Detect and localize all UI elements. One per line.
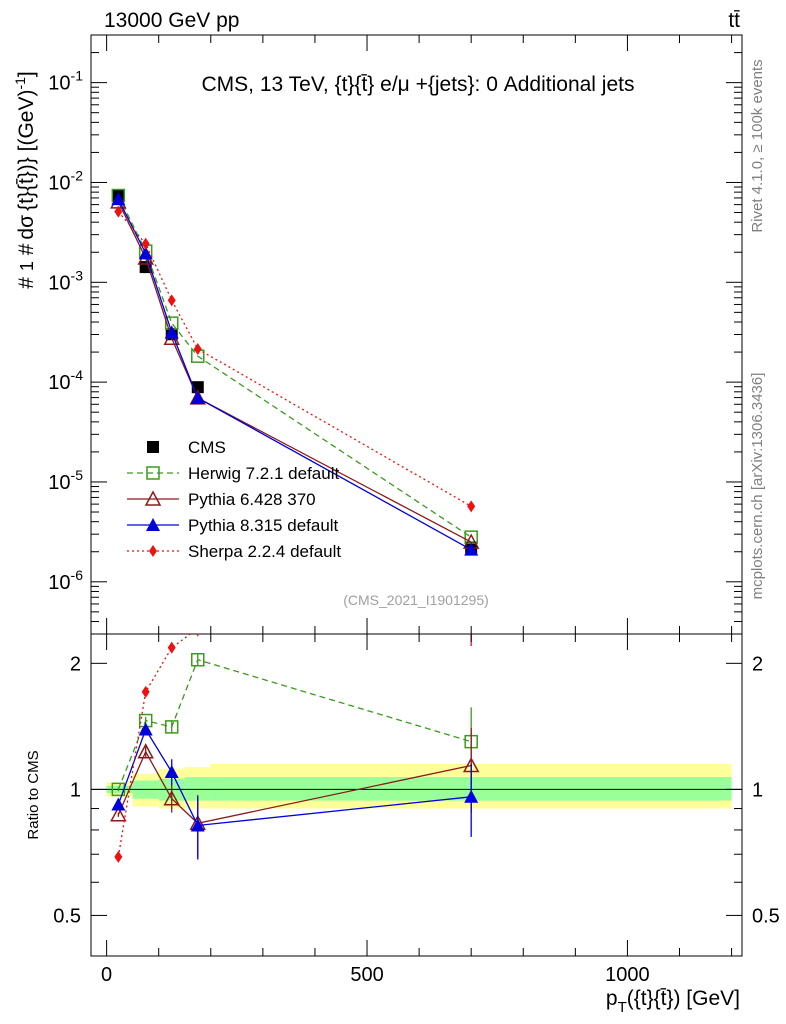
ratio-y-tick-label: 0.5	[53, 905, 81, 927]
point-pythia8	[111, 192, 126, 206]
chart-title: CMS, 13 TeV, {t}{t̄} e/μ +{jets}: 0 Addi…	[202, 73, 635, 96]
point-pythia8	[190, 390, 205, 404]
main-y-tick-label: 10-6	[48, 567, 83, 594]
legend-label-pythia6: Pythia 6.428 370	[188, 490, 316, 509]
ratio-point-pythia6	[137, 743, 154, 759]
ratio-series-sherpa	[114, 610, 475, 863]
svg-text:#1 #dσ{t}{t̄})} [(GeV)-1]: #1 #dσ{t}{t̄})} [(GeV)-1]	[12, 71, 38, 289]
uncertainty-band-inner	[184, 777, 211, 801]
ratio-point-pythia6	[163, 790, 180, 806]
ratio-x-axis: 0 500 1000	[101, 634, 733, 986]
point-pythia8	[164, 325, 179, 339]
analysis-tag: (CMS_2021_I1901295)	[343, 592, 489, 608]
ratio-point-herwig	[164, 720, 179, 734]
ratio-y-tick-label-right: 1	[752, 779, 763, 801]
legend-label-cms: CMS	[188, 438, 226, 457]
legend-label-pythia8: Pythia 8.315 default	[188, 516, 339, 535]
point-sherpa	[193, 342, 202, 355]
ratio-y-tick-label: 2	[70, 653, 81, 675]
legend: CMS Herwig 7.2.1 default Pythia 6.428 370 P…	[127, 438, 341, 561]
ratio-y-axis: 0.5 0.5 1 1 2 2	[53, 653, 780, 927]
legend-item-cms: CMS	[147, 438, 226, 457]
ratio-point-pythia6	[110, 806, 127, 822]
x-tick-label: 1000	[605, 964, 650, 986]
ratio-point-pythia8	[111, 797, 126, 811]
ratio-panel: 0.5 0.5 1 1 2 2 0 500 1000 Ratio to CMS	[25, 610, 780, 986]
legend-marker-cms	[147, 441, 159, 453]
point-sherpa	[114, 205, 123, 218]
legend-item-pythia6: Pythia 6.428 370	[127, 490, 316, 509]
ratio-point-pythia8	[190, 818, 205, 832]
ratio-y-tick-label-right: 0.5	[752, 905, 780, 927]
main-y-tick-label: 10-4	[48, 367, 83, 394]
ratio-point-sherpa	[141, 685, 150, 698]
legend-label-sherpa: Sherpa 2.2.4 default	[188, 542, 341, 561]
x-tick-label: 500	[350, 964, 383, 986]
legend-marker-herwig	[146, 466, 160, 480]
header-right: tt̄	[728, 9, 740, 32]
ratio-line-sherpa	[117, 634, 192, 857]
legend-marker-pythia6	[144, 490, 162, 506]
legend-label-herwig: Herwig 7.2.1 default	[188, 464, 339, 483]
main-plot-area	[110, 188, 480, 556]
x-axis-label: pT({t}{t̄}) [GeV]	[606, 987, 740, 1016]
main-y-tick-label: 10-1	[48, 68, 83, 95]
point-sherpa	[141, 237, 150, 250]
ratio-frame	[90, 633, 743, 957]
ratio-point-sherpa	[467, 610, 475, 622]
main-y-axis: 10-6 10-5 10-4 10-3 10-2 10-1	[48, 52, 742, 635]
ratio-point-pythia8	[138, 722, 153, 736]
ratio-point-herwig	[191, 652, 205, 667]
series-line-herwig	[117, 195, 472, 538]
legend-item-pythia8: Pythia 8.315 default	[127, 516, 339, 535]
ratio-point-sherpa	[114, 850, 123, 863]
x-tick-label: 0	[101, 964, 112, 986]
ratio-point-sherpa	[167, 641, 176, 654]
ratio-y-tick-label-right: 2	[752, 653, 763, 675]
main-y-label: #1 #dσ{t}{t̄})} [(GeV)-1]	[12, 71, 38, 289]
main-y-tick-label: 10-3	[48, 267, 83, 294]
mcplots-label: mcplots.cern.ch [arXiv:1306.3436]	[749, 373, 766, 600]
rivet-label: Rivet 4.1.0, ≥ 100k events	[749, 59, 766, 232]
point-pythia8	[138, 246, 153, 260]
ratio-y-tick-label: 1	[70, 779, 81, 801]
legend-marker-pythia8	[146, 518, 160, 531]
ratio-y-label: Ratio to CMS	[25, 750, 42, 839]
ratio-point-pythia8	[164, 765, 179, 779]
legend-marker-sherpa	[149, 545, 157, 557]
main-panel: 10-6 10-5 10-4 10-3 10-2 10-1 CMS, 13 TeV, {t…	[48, 34, 743, 635]
point-sherpa	[167, 294, 176, 307]
main-x-axis	[106, 35, 733, 634]
series-sherpa	[114, 205, 476, 513]
point-sherpa	[467, 500, 476, 513]
main-y-tick-label: 10-2	[48, 167, 83, 194]
ratio-point-sherpa	[197, 634, 199, 635]
ratio-plot-area	[91, 610, 742, 863]
legend-item-herwig: Herwig 7.2.1 default	[127, 464, 339, 483]
series-pythia8	[111, 192, 479, 556]
header-left: 13000 GeV pp	[104, 9, 239, 32]
ratio-point-pythia8	[464, 789, 479, 803]
ratio-series-pythia8	[111, 722, 479, 860]
series-line-sherpa	[117, 211, 472, 507]
point-pythia8	[464, 542, 479, 556]
main-y-tick-label: 10-5	[48, 467, 83, 494]
legend-item-sherpa: Sherpa 2.2.4 default	[127, 542, 341, 561]
